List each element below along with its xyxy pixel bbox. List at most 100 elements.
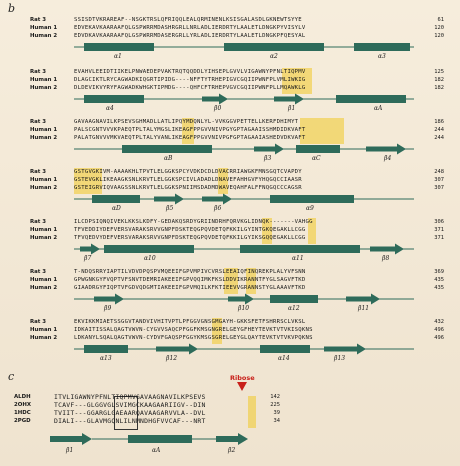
secondary-structure-track: αB β3 αC β4: [74, 143, 414, 165]
helix-bar: [122, 145, 212, 153]
ss-label: β12: [166, 355, 178, 362]
sequence-row: Human 1 GPWGNKGYFVQPTVFSNVTDEMRIAKEEIFGPV…: [30, 276, 460, 284]
sequence-name: Human 2: [30, 135, 58, 141]
sequence-row: Rat 3 GAVAAGNAVILKPSEVSGHMADLLATLIPQYMDQN…: [30, 118, 460, 126]
residue-number: 120: [434, 25, 444, 31]
alignment-panel-c: Ribose ALDH ITVLIGAWNYPFNLTIQPMVGAVAAGNAV…: [14, 374, 454, 464]
secondary-structure-track: α13 β12 α14 β13: [74, 343, 414, 365]
residue-number: 34: [273, 418, 281, 424]
sequence-residues: PALSCGNTVVVKPAEQTPLTALYMGSLIKEAGFPPGVVNI…: [74, 127, 306, 133]
sequence-residues: GPWGNKGYFVQPTVFSNVTDEMRIAKEEIFGPVQQIMKFK…: [74, 277, 306, 283]
sequence-name: Rat 3: [30, 169, 46, 175]
sequence-residues: IDKAITISSALQAGTVWVN-CYGVVSAQCPFGGFKMSGNG…: [74, 327, 313, 333]
ss-label: α9: [306, 205, 314, 212]
residue-number: 125: [434, 69, 444, 75]
ribose-label: Ribose: [230, 374, 255, 382]
helix-bar: [240, 245, 360, 253]
ss-label: α3: [378, 53, 386, 60]
alignment-block: Rat 3 SSISDTVKRAREAF--NSGKTRSLQFRIQQLEALQ…: [30, 16, 460, 66]
strand-arrow: [228, 293, 254, 305]
panel-c-secondary-structure: β1 αA β2: [48, 432, 278, 458]
sequence-residues: DLDEVIKVYRYFAGWADKWHGKTIPMDG----QHFCFTRH…: [74, 85, 306, 91]
residue-number: 371: [434, 227, 444, 233]
helix-bar: [104, 245, 194, 253]
sequence-name: Rat 3: [30, 69, 46, 75]
residue-number: 186: [434, 119, 444, 125]
ss-label: β3: [264, 155, 272, 162]
alignment-block: Rat 3 ILCDPSIQNQIVEKLKKSLKDFY-GEDAKQSRDYG…: [30, 218, 460, 268]
panel-c-box: [114, 396, 138, 430]
sequence-residues: GSTEIGRVIQVAAGSSNLKRVTLELGGKSPNIIMSDADMD…: [74, 185, 302, 191]
strand-arrow: [202, 93, 228, 105]
helix-bar: [336, 95, 406, 103]
helix-bar: [270, 195, 354, 203]
residue-number: 248: [434, 169, 444, 175]
panel-b-label: b: [8, 2, 16, 15]
sequence-name: Human 2: [30, 235, 58, 241]
helix-bar: [92, 195, 140, 203]
sequence-row: Rat 3 ILCDPSIQNQIVEKLKKSLKDFY-GEDAKQSRDYG…: [30, 218, 460, 226]
ss-label: β7: [84, 255, 92, 262]
conserved-highlight: [224, 268, 238, 294]
conserved-highlight: [308, 218, 316, 244]
sequence-row: Human 2 TFVQEDVYDEFVERSVARAKSRVVGNPFDSKTE…: [30, 234, 460, 242]
sequence-name: Human 1: [30, 77, 58, 83]
sequence-residues: GSTEVGKLIKEAAGKSNLKRVTLELGGKSPCIVLADADLD…: [74, 177, 302, 183]
helix-bar-aA: [128, 435, 192, 443]
sequence-row: Rat 3 EVAHVLEEIDTIIKELPNWAEDEPVAKTRQTQQDD…: [30, 68, 460, 76]
ss-label: β11: [358, 305, 370, 312]
ss-label: β1: [288, 105, 296, 112]
sequence-residues: EDVDKAVKAARAAFQLGSPWRRMDASERGRLLYRLADLIE…: [74, 33, 306, 39]
residue-number: 307: [434, 177, 444, 183]
ss-label-b1: β1: [66, 447, 74, 454]
conserved-highlight: [74, 168, 102, 194]
sequence-row: 1HDC TVIIT---GGARGLGAEAARQAVAAGARVVLA--DV…: [14, 409, 454, 417]
sequence-residues: TFVQEDVYDEFVERSVARAKSRVVGNPFDSKTEQGPQVDE…: [74, 235, 306, 241]
sequence-row: Human 2 PALATGNVVVMKVAEQTPLTALYVANLIKEAGF…: [30, 134, 460, 142]
sequence-residues: T-NDQSRRYIAPTILVDVDPQSPVMQEEIFGPVMPIVCVR…: [74, 269, 306, 275]
sequence-residues: DIALI---GLAVMGQNLILNMNDHGFVVCAF---NRT: [54, 417, 206, 425]
residue-number: 371: [434, 235, 444, 241]
residue-number: 61: [437, 17, 445, 23]
helix-bar: [224, 43, 324, 51]
sequence-name: Rat 3: [30, 319, 46, 325]
ss-label: α4: [106, 105, 114, 112]
strand-arrow: [366, 143, 406, 155]
ss-label-aA: αA: [152, 447, 161, 454]
ss-label: α1: [114, 53, 122, 60]
alignment-block: Rat 3 GSTGVGKIVM-AAAAKHLTPVTLELGGKSPCYVDK…: [30, 168, 460, 218]
conserved-highlight: [246, 268, 256, 294]
ss-label: αC: [312, 155, 321, 162]
sequence-row: Human 1 PALSCGNTVVVKPAEQTPLTALYMGSLIKEAGF…: [30, 126, 460, 134]
sequence-row: Human 1 TFVEDDIYDEFVERSVARAKSRVVGNPFDSKTE…: [30, 226, 460, 234]
sequence-row: Rat 3 T-NDQSRRYIAPTILVDVDPQSPVMQEEIFGPVMP…: [30, 268, 460, 276]
sequence-name: ALDH: [14, 394, 31, 400]
conserved-highlight: [212, 318, 222, 344]
sequence-residues: LDKANYLSQALQAGTVWVN-CYDVFGAQSPFGGYKMSGSG…: [74, 335, 313, 341]
sequence-row: Rat 3 EKVIKKMIAETSSGGVTANDVIVHITVPTLPFGGV…: [30, 318, 460, 326]
sequence-residues: EKVIKKMIAETSSGGVTANDVIVHITVPTLPFGGVGNSGM…: [74, 319, 306, 325]
sequence-residues: ITVLIGAWNYPFNLTIQPMVGAVAAGNAVILKPSEVS: [54, 393, 206, 401]
sequence-residues: TFVEDDIYDEFVERSVARAKSRVVGNPFDSKTEQGPQVDE…: [74, 227, 306, 233]
sequence-row: Human 1 IDKAITISSALQAGTVWVN-CYGVVSAQCPFGG…: [30, 326, 460, 334]
conserved-highlight: [262, 218, 272, 244]
sequence-row: 2PGD DIALI---GLAVMGQNLILNMNDHGFVVCAF---NR…: [14, 417, 454, 425]
sequence-name: Human 2: [30, 33, 58, 39]
sequence-name: Human 1: [30, 227, 58, 233]
residue-number: 307: [434, 185, 444, 191]
conserved-highlight: [182, 118, 194, 144]
sequence-residues: GAVAAGNAVILKPSEVSGHMADLLATLIPQYMDQNLYL-V…: [74, 119, 299, 125]
sequence-residues: EDVEKAVKAARAAFQLGSPWRRMDASHRGRLLNRLADLIE…: [74, 25, 306, 31]
helix-bar: [84, 95, 144, 103]
sequence-row: Human 1 EDVEKAVKAARAAFQLGSPWRRMDASHRGRLLN…: [30, 24, 460, 32]
secondary-structure-track: β9 β10 α12 β11: [74, 293, 414, 315]
ss-label: β10: [238, 305, 250, 312]
ss-label-b2: β2: [228, 447, 236, 454]
strand-arrow-b1: [50, 433, 92, 445]
sequence-residues: TCAVF---GLGGVGLSVIMGCKAAGAARIIGV--DIN: [54, 401, 206, 409]
ss-label: α13: [100, 355, 112, 362]
residue-number: 496: [434, 335, 444, 341]
sequence-name: Human 2: [30, 85, 58, 91]
sequence-row: Human 2 EDVDKAVKAARAAFQLGSPWRRMDASERGRLLY…: [30, 32, 460, 40]
panel-c-highlight: [248, 396, 256, 428]
